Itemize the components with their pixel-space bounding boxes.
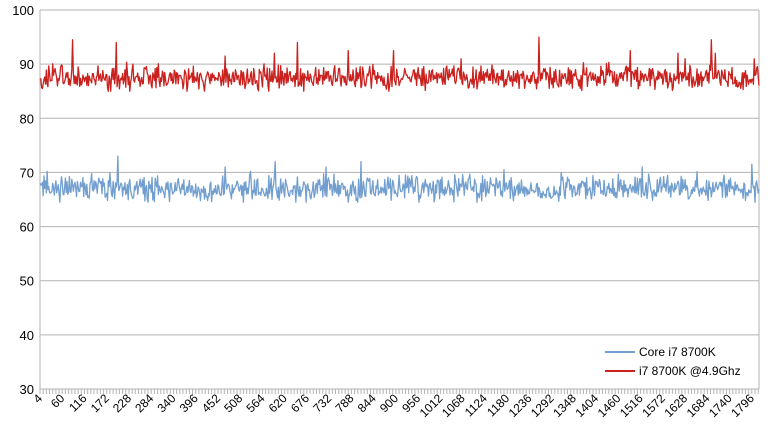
x-tick-label-508: 508	[221, 391, 245, 415]
x-tick-label-1516: 1516	[617, 391, 646, 420]
y-axis-tick-labels: 30 40 50 60 70 80 90 100	[12, 3, 34, 397]
x-tick-label-172: 172	[88, 391, 112, 415]
x-tick-label-1180: 1180	[484, 391, 512, 419]
x-tick-label-1740: 1740	[706, 391, 735, 420]
grid-lines	[39, 9, 760, 390]
x-tick-label-564: 564	[244, 391, 268, 415]
y-tick-label-100: 100	[12, 3, 34, 18]
y-tick-label-90: 90	[20, 57, 34, 72]
x-tick-label-1012: 1012	[417, 391, 446, 420]
y-tick-label-80: 80	[20, 111, 34, 126]
legend: Core i7 8700K i7 8700K @4.9Ghz	[605, 345, 741, 378]
x-tick-label-228: 228	[110, 391, 134, 415]
x-axis-minor-ticks	[39, 389, 759, 394]
x-tick-label-1684: 1684	[684, 391, 713, 420]
x-tick-label-60: 60	[48, 391, 68, 411]
x-tick-label-1628: 1628	[661, 391, 690, 420]
x-tick-label-1796: 1796	[728, 391, 757, 420]
x-tick-label-116: 116	[66, 391, 90, 415]
y-tick-label-70: 70	[20, 165, 34, 180]
series-line-0	[39, 155, 760, 203]
x-tick-label-1292: 1292	[528, 391, 557, 420]
x-tick-label-620: 620	[266, 391, 290, 415]
series-lines	[39, 36, 760, 203]
y-tick-label-60: 60	[20, 220, 34, 235]
x-tick-label-340: 340	[155, 391, 179, 415]
y-tick-label-30: 30	[20, 382, 34, 397]
x-tick-label-284: 284	[132, 391, 156, 415]
x-tick-label-1460: 1460	[595, 391, 624, 420]
x-tick-label-1124: 1124	[462, 391, 490, 419]
x-tick-label-396: 396	[177, 391, 201, 415]
x-tick-label-788: 788	[332, 391, 356, 415]
x-axis	[39, 388, 759, 394]
x-tick-label-732: 732	[310, 391, 334, 415]
y-tick-label-40: 40	[20, 328, 34, 343]
x-tick-label-900: 900	[377, 391, 401, 415]
x-tick-label-844: 844	[355, 391, 379, 415]
series-line-1	[39, 36, 760, 92]
legend-label-overclocked: i7 8700K @4.9Ghz	[639, 364, 741, 378]
y-tick-label-50: 50	[20, 274, 34, 289]
x-tick-label-1068: 1068	[439, 391, 468, 420]
x-tick-label-676: 676	[288, 391, 312, 415]
x-tick-label-452: 452	[199, 391, 223, 415]
x-tick-label-1404: 1404	[572, 391, 601, 420]
x-tick-label-1348: 1348	[550, 391, 579, 420]
legend-label-core-i7: Core i7 8700K	[639, 345, 716, 359]
x-tick-label-1236: 1236	[506, 391, 535, 420]
x-axis-tick-labels: 4 601161722282843403964525085646206767327…	[30, 391, 757, 420]
x-tick-label-1572: 1572	[639, 391, 668, 420]
